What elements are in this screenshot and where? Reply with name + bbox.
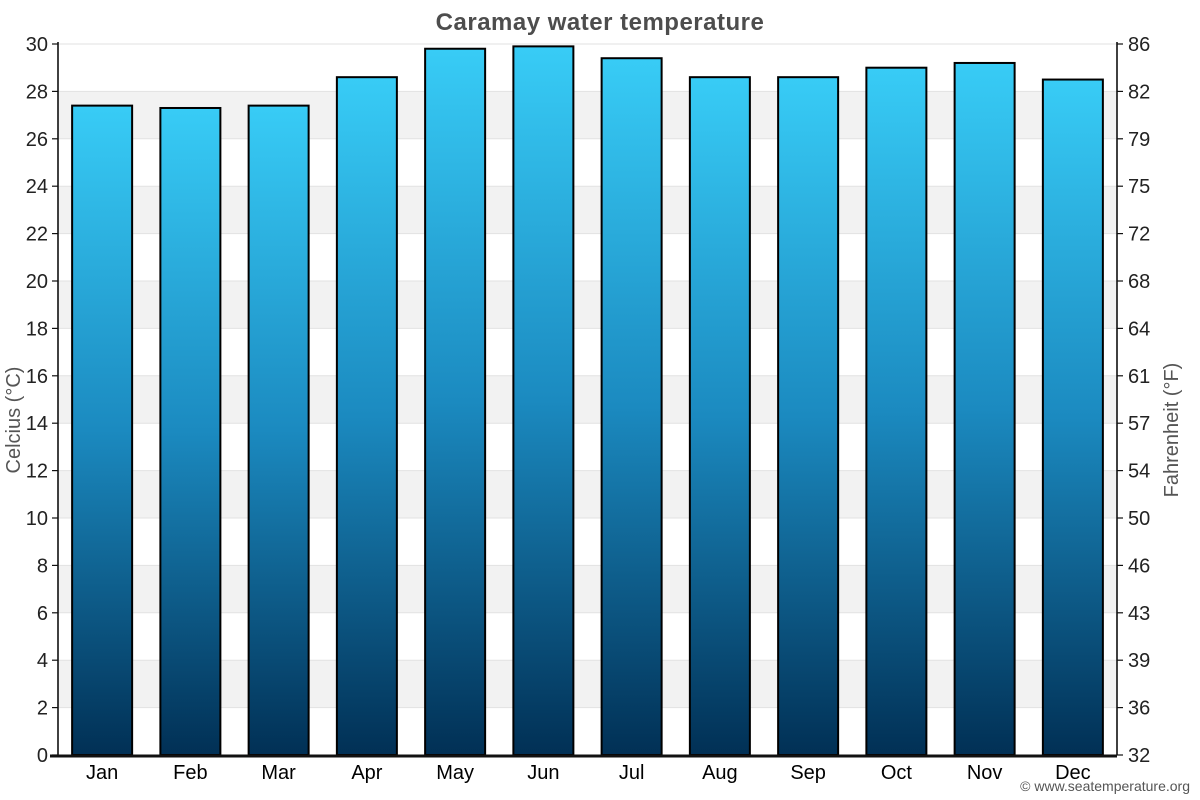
fahrenheit-tick-label: 61 (1128, 366, 1150, 388)
x-tick-label-jul: Jul (619, 762, 645, 784)
copyright-credit: © www.seatemperature.org (1020, 778, 1190, 794)
fahrenheit-tick-label: 43 (1128, 603, 1150, 625)
bar-aug (688, 76, 751, 757)
bar-may (424, 47, 487, 757)
bar-mar (247, 104, 310, 757)
background-band (58, 375, 1117, 424)
x-tick-label-may: May (436, 762, 474, 784)
bar-oct (865, 66, 928, 756)
fahrenheit-tick-label: 32 (1128, 745, 1150, 767)
bar-nov (953, 61, 1016, 756)
y-axis-label-fahrenheit: Fahrenheit (°F) (1161, 363, 1183, 498)
celsius-tick-label: 4 (37, 650, 48, 672)
x-tick-label-nov: Nov (967, 762, 1003, 784)
fahrenheit-tick-label: 54 (1128, 461, 1150, 483)
fahrenheit-tick-label: 36 (1128, 698, 1150, 720)
bar-jul (600, 57, 663, 757)
y-axis-label-celsius: Celcius (°C) (3, 367, 25, 474)
x-tick-label-oct: Oct (881, 762, 913, 784)
bar-jun (512, 45, 575, 757)
x-tick-label-mar: Mar (261, 762, 296, 784)
background-band (58, 565, 1117, 613)
x-tick-label-apr: Apr (351, 762, 382, 784)
x-tick-label-jan: Jan (86, 762, 118, 784)
celsius-tick-label: 6 (37, 603, 48, 625)
celsius-tick-label: 12 (26, 461, 48, 483)
celsius-tick-label: 20 (26, 271, 48, 293)
bar-jan (71, 104, 134, 757)
celsius-tick-label: 24 (26, 176, 48, 198)
bar-dec (1041, 78, 1104, 757)
celsius-tick-label: 16 (26, 366, 48, 388)
fahrenheit-tick-label: 39 (1128, 650, 1150, 672)
background-band (58, 91, 1117, 139)
x-tick-label-sep: Sep (790, 762, 826, 784)
fahrenheit-tick-label: 72 (1128, 224, 1150, 246)
fahrenheit-tick-label: 79 (1128, 129, 1150, 151)
bar-sep (777, 76, 840, 757)
x-tick-label-dec: Dec (1055, 762, 1091, 784)
celsius-tick-label: 30 (26, 34, 48, 56)
bar-apr (335, 76, 398, 757)
fahrenheit-tick-label: 50 (1128, 508, 1150, 530)
fahrenheit-tick-label: 86 (1128, 34, 1150, 56)
celsius-tick-label: 18 (26, 318, 48, 340)
fahrenheit-tick-label: 46 (1128, 555, 1150, 577)
celsius-tick-label: 28 (26, 81, 48, 103)
celsius-tick-label: 0 (37, 745, 48, 767)
celsius-tick-label: 14 (26, 413, 48, 435)
celsius-tick-label: 26 (26, 129, 48, 151)
background-band (58, 470, 1117, 518)
celsius-tick-label: 8 (37, 555, 48, 577)
fahrenheit-tick-label: 82 (1128, 81, 1150, 103)
celsius-tick-label: 10 (26, 508, 48, 530)
chart-title: Caramay water temperature (435, 9, 765, 36)
fahrenheit-tick-label: 68 (1128, 271, 1150, 293)
background-band (58, 281, 1117, 329)
background-band (58, 186, 1117, 234)
x-tick-label-feb: Feb (173, 762, 207, 784)
celsius-tick-label: 2 (37, 698, 48, 720)
celsius-tick-label: 22 (26, 224, 48, 246)
fahrenheit-tick-label: 64 (1128, 318, 1150, 340)
x-tick-label-jun: Jun (527, 762, 559, 784)
bar-feb (159, 106, 222, 757)
x-tick-label-aug: Aug (702, 762, 738, 784)
background-band (58, 660, 1117, 708)
fahrenheit-tick-label: 75 (1128, 176, 1150, 198)
fahrenheit-tick-label: 57 (1128, 413, 1150, 435)
